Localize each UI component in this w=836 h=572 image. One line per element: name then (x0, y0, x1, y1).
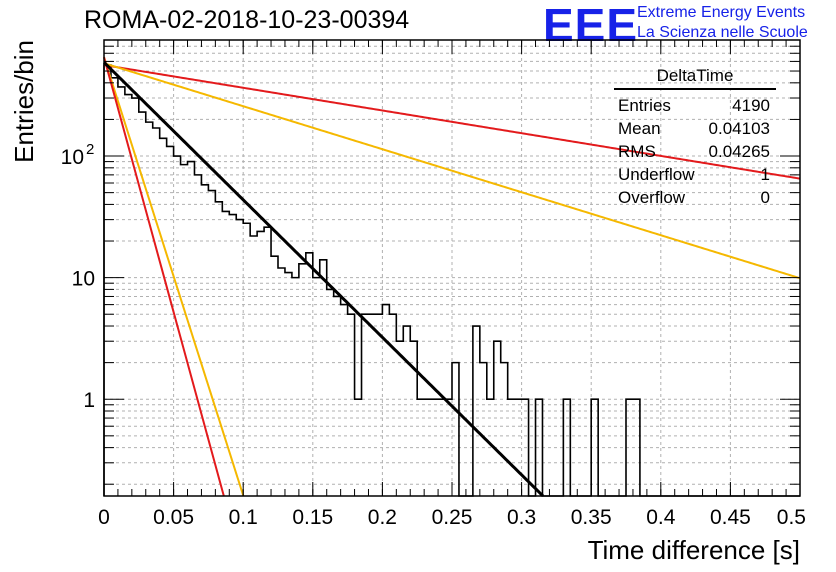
x-tick-label: 0.2 (368, 506, 397, 529)
stats-value: 0.04103 (708, 119, 770, 138)
fit-curve (102, 61, 545, 498)
fit-curve (103, 56, 225, 497)
eee-logo-line2: La Scienza nelle Scuole (637, 24, 808, 41)
stats-label: Underflow (618, 165, 695, 184)
stats-row-overflow: Overflow 0 (610, 186, 780, 209)
stats-label: Entries (618, 96, 671, 115)
tick-labels: 0 0.05 0.1 0.15 0.2 0.25 0.3 0.35 0.4 0.45 0.51101… (61, 141, 806, 529)
stats-title: DeltaTime (614, 66, 776, 90)
plot-title: ROMA-02-2018-10-23-00394 (84, 6, 410, 34)
y-axis-title: Entries/bin (9, 40, 39, 163)
x-tick-label: 0.1 (229, 506, 258, 529)
fit-curve (103, 56, 245, 497)
stats-value: 0.04265 (708, 142, 770, 161)
y-tick-label: 10 (72, 268, 95, 291)
stats-label: Mean (618, 119, 661, 138)
fit-curve (103, 64, 801, 180)
histogram-outline (103, 64, 800, 497)
x-tick-label: 0.5 (777, 506, 806, 529)
fit-curves (102, 56, 801, 498)
axis-ticks (103, 39, 801, 496)
stats-label: RMS (618, 142, 656, 161)
stats-value: 4190 (732, 96, 770, 115)
stats-value: 1 (760, 165, 770, 184)
fit-curve (103, 62, 801, 280)
eee-logo: EEE (543, 0, 639, 51)
x-tick-label: 0.4 (646, 506, 676, 529)
stats-row-underflow: Underflow 1 (610, 163, 780, 186)
x-tick-label: 0.45 (710, 506, 751, 529)
stats-box: DeltaTime Entries 4190 Mean 0.04103 RMS … (610, 66, 780, 209)
stats-row-rms: RMS 0.04265 (610, 140, 780, 163)
eee-logo-line1: Extreme Energy Events (637, 4, 806, 21)
y-tick-exponent: 2 (86, 141, 94, 158)
x-tick-label: 0.15 (292, 506, 333, 529)
stats-row-entries: Entries 4190 (610, 94, 780, 117)
stats-label: Overflow (618, 188, 686, 207)
x-tick-label: 0.35 (571, 506, 612, 529)
stats-row-mean: Mean 0.04103 (610, 117, 780, 140)
x-tick-label: 0.3 (507, 506, 536, 529)
x-tick-label: 0.05 (153, 506, 194, 529)
histogram-series (103, 64, 800, 497)
stats-value: 0 (760, 188, 770, 207)
x-tick-label: 0.25 (432, 506, 473, 529)
y-tick-label: 10 (61, 146, 84, 169)
x-tick-label: 0 (98, 506, 110, 529)
y-tick-label: 1 (83, 389, 95, 412)
x-axis-title: Time difference [s] (588, 535, 800, 565)
